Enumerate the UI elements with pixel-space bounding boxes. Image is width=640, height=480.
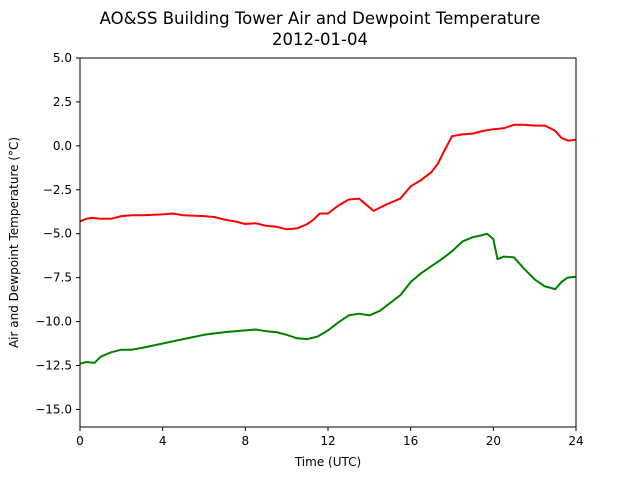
chart-subtitle: 2012-01-04	[272, 30, 368, 49]
y-tick-label: 5.0	[53, 51, 72, 65]
y-tick-label: −2.5	[43, 183, 72, 197]
y-tick-label: −7.5	[43, 271, 72, 285]
x-tick-label: 20	[486, 434, 501, 448]
x-tick-label: 12	[320, 434, 335, 448]
y-axis-label: Air and Dewpoint Temperature (°C)	[7, 137, 21, 348]
y-tick-label: 0.0	[53, 139, 72, 153]
y-tick-label: −5.0	[43, 227, 72, 241]
y-axis: 5.0 2.5 0.0 −2.5 −5.0 −7.5 −10.0 −12.5 −15.0	[35, 51, 80, 416]
chart-title: AO&SS Building Tower Air and Dewpoint Te…	[100, 9, 541, 28]
x-tick-label: 16	[403, 434, 418, 448]
x-tick-label: 0	[76, 434, 84, 448]
series-line-1	[79, 123, 577, 231]
x-tick-label: 4	[159, 434, 167, 448]
x-tick-label: 8	[242, 434, 250, 448]
y-tick-label: −12.5	[35, 359, 72, 373]
x-tick-label: 24	[568, 434, 583, 448]
y-tick-label: −15.0	[35, 402, 72, 416]
x-axis-label: Time (UTC)	[294, 455, 361, 469]
x-axis: 0 4 8 12 16 20 24	[76, 427, 584, 448]
series-layer	[79, 123, 577, 365]
y-tick-label: 2.5	[53, 95, 72, 109]
y-tick-label: −10.0	[35, 315, 72, 329]
series-line-2	[79, 232, 577, 365]
